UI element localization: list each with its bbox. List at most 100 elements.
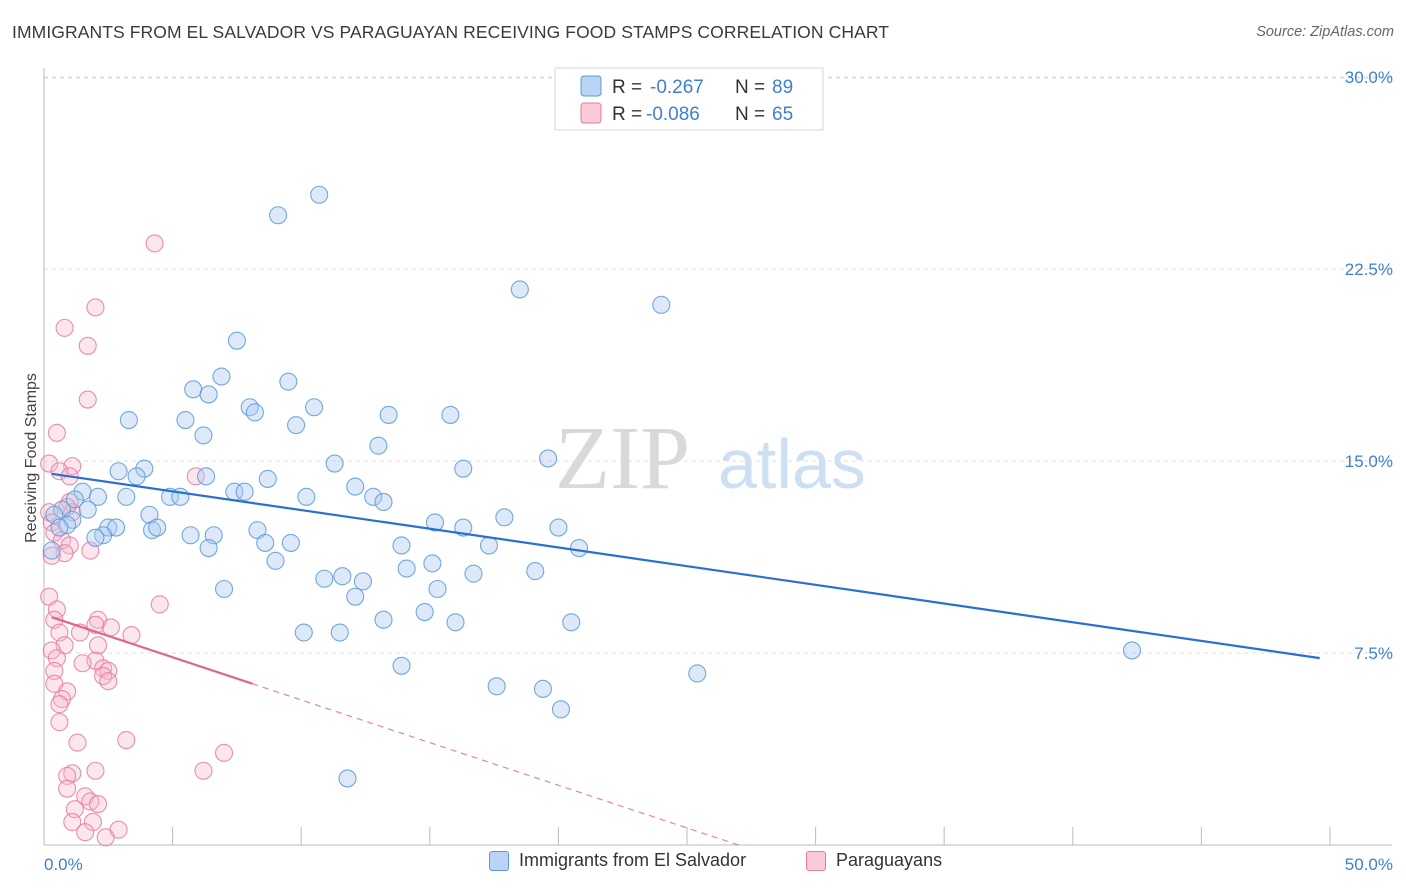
point-el-salvador xyxy=(258,469,277,488)
point-el-salvador xyxy=(310,185,329,204)
point-el-salvador xyxy=(338,769,357,788)
point-paraguayans xyxy=(47,423,66,442)
point-el-salvador xyxy=(199,538,218,558)
point-paraguayans xyxy=(40,454,59,473)
point-el-salvador xyxy=(495,508,514,527)
point-el-salvador xyxy=(135,459,154,478)
point-el-salvador xyxy=(305,398,324,417)
trend-line-el-salvador xyxy=(51,472,1320,660)
bottom-legend: Immigrants from El Salvador Paraguayans xyxy=(0,850,1406,880)
point-el-salvador xyxy=(196,467,216,486)
point-el-salvador xyxy=(86,528,105,547)
point-el-salvador xyxy=(325,454,344,473)
point-el-salvador xyxy=(374,610,393,629)
point-el-salvador xyxy=(42,541,61,560)
point-paraguayans xyxy=(109,820,128,839)
point-el-salvador xyxy=(119,410,138,430)
trend-lines xyxy=(51,472,1320,846)
x-tick-label: 50.0% xyxy=(1345,855,1393,874)
point-el-salvador xyxy=(212,367,231,386)
point-paraguayans xyxy=(101,618,120,637)
point-el-salvador xyxy=(346,587,365,606)
point-el-salvador xyxy=(297,487,316,506)
legend-n-value-1: 89 xyxy=(772,77,793,98)
point-el-salvador xyxy=(235,482,254,501)
point-el-salvador xyxy=(184,380,203,399)
legend-r-label-2: R = xyxy=(612,104,642,125)
point-el-salvador xyxy=(454,459,473,478)
point-el-salvador xyxy=(479,536,499,555)
y-tick-label: 22.5% xyxy=(1345,260,1393,279)
point-el-salvador xyxy=(423,554,442,573)
point-paraguayans xyxy=(194,761,213,780)
legend-swatch-paraguayans xyxy=(806,850,826,871)
point-el-salvador xyxy=(454,518,473,537)
point-el-salvador xyxy=(369,436,388,455)
point-el-salvador xyxy=(148,518,167,537)
point-el-salvador xyxy=(194,426,213,445)
gridlines xyxy=(44,76,1392,654)
point-el-salvador xyxy=(533,679,553,698)
point-paraguayans xyxy=(86,615,105,634)
point-el-salvador xyxy=(315,569,334,588)
point-el-salvador xyxy=(78,500,97,519)
point-el-salvador xyxy=(245,403,264,422)
x-tick-labels: 0.0% 50.0% xyxy=(44,855,1393,874)
point-paraguayans xyxy=(99,672,118,691)
point-el-salvador xyxy=(446,613,465,632)
point-paraguayans xyxy=(58,779,77,798)
y-tick-label: 15.0% xyxy=(1345,452,1393,471)
top-legend: R = -0.267 N = 89 R = -0.086 N = 65 xyxy=(554,67,824,131)
point-el-salvador xyxy=(397,559,416,578)
legend-r-value-2: -0.086 xyxy=(646,104,700,125)
y-tick-label: 7.5% xyxy=(1354,644,1393,663)
y-tick-labels: 7.5% 15.0% 22.5% 30.0% xyxy=(1345,68,1393,663)
point-el-salvador xyxy=(269,206,288,225)
point-el-salvador xyxy=(562,613,581,632)
point-paraguayans xyxy=(58,766,77,785)
point-paraguayans xyxy=(145,234,164,253)
point-paraguayans xyxy=(63,812,82,832)
trend-line-paraguayans xyxy=(51,616,253,685)
point-el-salvador xyxy=(353,572,372,591)
point-paraguayans xyxy=(86,761,105,780)
point-el-salvador xyxy=(379,405,398,424)
point-el-salvador xyxy=(364,487,383,506)
point-paraguayans xyxy=(150,595,169,614)
watermark-atlas: atlas xyxy=(718,425,866,503)
point-el-salvador xyxy=(65,490,84,509)
point-paraguayans xyxy=(117,730,136,750)
legend-swatch-blue xyxy=(580,75,602,97)
point-paraguayans xyxy=(99,661,118,680)
legend-swatch-el-salvador xyxy=(489,850,509,871)
point-el-salvador xyxy=(109,462,128,481)
trend-line-paraguayans-extension xyxy=(252,683,739,846)
y-tick-label: 30.0% xyxy=(1345,68,1393,87)
point-el-salvador xyxy=(88,487,108,506)
point-el-salvador xyxy=(287,416,306,435)
point-el-salvador xyxy=(117,487,136,506)
point-paraguayans xyxy=(55,318,74,337)
point-paraguayans xyxy=(42,546,61,565)
point-el-salvador xyxy=(510,280,529,299)
point-el-salvador xyxy=(142,521,162,540)
point-el-salvador xyxy=(1122,641,1142,660)
point-paraguayans xyxy=(88,794,108,814)
point-el-salvador xyxy=(279,372,298,391)
legend-label-el-salvador: Immigrants from El Salvador xyxy=(519,850,747,870)
point-el-salvador xyxy=(425,513,444,532)
point-el-salvador xyxy=(441,405,460,424)
point-paraguayans xyxy=(50,695,69,714)
point-paraguayans xyxy=(214,743,234,762)
legend-item-paraguayans[interactable]: Paraguayans xyxy=(806,850,942,871)
legend-r-label-1: R = xyxy=(612,77,642,98)
x-tick-label: 0.0% xyxy=(44,855,83,874)
point-paraguayans xyxy=(50,713,69,732)
point-el-salvador xyxy=(227,331,246,350)
point-paraguayans xyxy=(76,823,95,842)
point-el-salvador xyxy=(539,449,558,468)
point-el-salvador xyxy=(50,518,69,537)
point-el-salvador xyxy=(688,664,707,683)
legend-item-el-salvador[interactable]: Immigrants from El Salvador xyxy=(489,850,746,871)
